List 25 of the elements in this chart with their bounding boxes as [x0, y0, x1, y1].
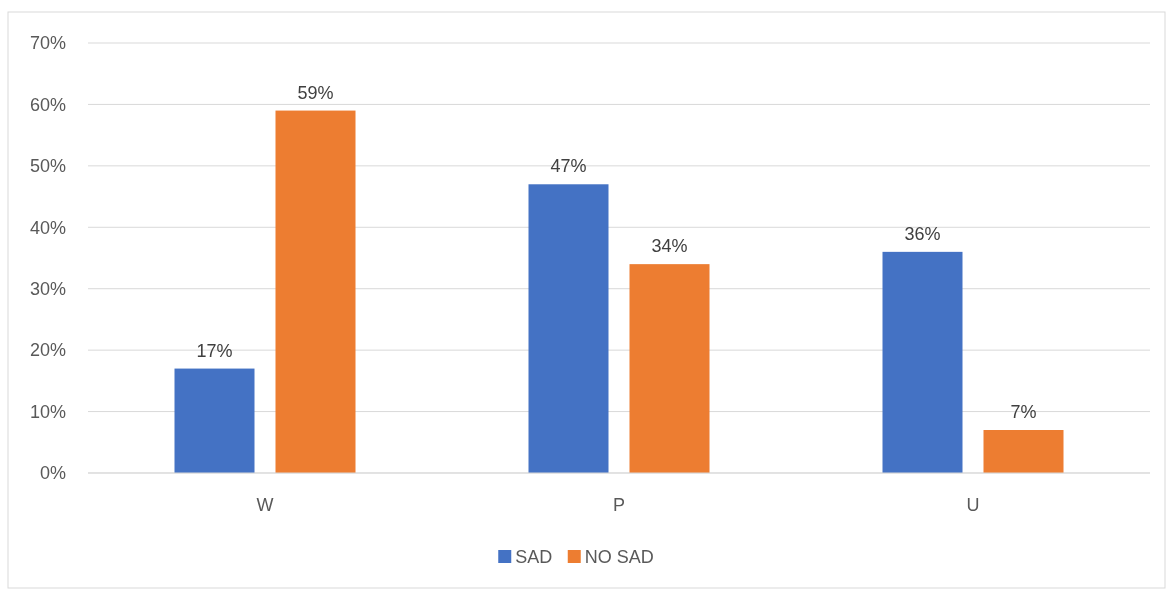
bar	[629, 264, 710, 473]
data-label: 59%	[297, 82, 334, 103]
bar	[275, 110, 356, 473]
bar	[528, 184, 609, 473]
bar	[983, 430, 1064, 473]
y-tick-label: 70%	[29, 33, 66, 54]
y-tick-label: 40%	[29, 217, 66, 238]
y-tick-label: 30%	[29, 279, 66, 300]
data-label: 17%	[196, 340, 233, 361]
x-tick-label: W	[256, 495, 274, 515]
x-tick-label: P	[612, 495, 626, 515]
legend-label: SAD	[515, 546, 553, 567]
y-tick-label: 0%	[39, 463, 66, 484]
data-label: 36%	[904, 223, 941, 244]
legend-label: NO SAD	[584, 546, 654, 567]
y-tick-label: 50%	[29, 156, 66, 177]
y-tick-label: 20%	[29, 340, 66, 361]
bar	[174, 368, 255, 473]
bar	[882, 251, 963, 473]
y-tick-label: 10%	[29, 401, 66, 422]
x-tick-label: U	[966, 495, 980, 515]
data-label: 34%	[651, 236, 688, 257]
data-label: 47%	[550, 156, 587, 177]
data-label: 7%	[1010, 402, 1037, 422]
y-tick-label: 60%	[29, 94, 66, 115]
